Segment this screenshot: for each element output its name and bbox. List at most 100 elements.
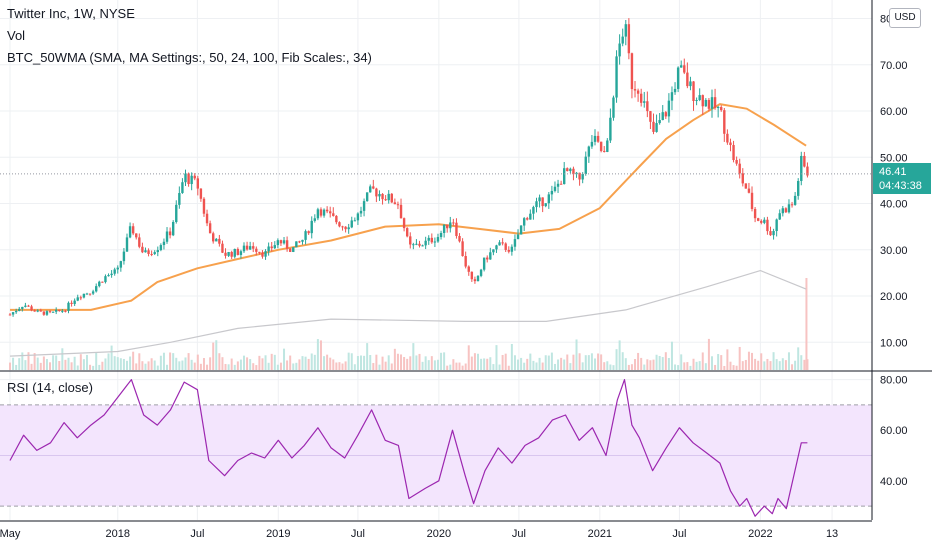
candle-body[interactable] — [612, 97, 615, 118]
candle-body[interactable] — [353, 220, 357, 222]
candle-body[interactable] — [458, 235, 461, 242]
candle-body[interactable] — [713, 97, 717, 108]
candle-body[interactable] — [439, 232, 443, 238]
candle-body[interactable] — [566, 168, 569, 172]
candle-body[interactable] — [726, 133, 729, 143]
candle-body[interactable] — [735, 160, 738, 164]
candle-body[interactable] — [766, 219, 769, 232]
candle-body[interactable] — [116, 267, 119, 270]
candle-body[interactable] — [359, 210, 363, 214]
candle-body[interactable] — [168, 231, 172, 236]
candle-body[interactable] — [61, 310, 64, 312]
candle-body[interactable] — [621, 36, 624, 44]
candle-body[interactable] — [593, 135, 597, 142]
candle-body[interactable] — [670, 92, 674, 101]
candle-body[interactable] — [144, 250, 147, 253]
candle-body[interactable] — [430, 237, 434, 243]
candle-body[interactable] — [486, 257, 489, 260]
candle-body[interactable] — [119, 261, 123, 268]
candle-body[interactable] — [467, 266, 470, 272]
candle-body[interactable] — [723, 110, 726, 134]
candle-body[interactable] — [806, 166, 809, 176]
candle-body[interactable] — [507, 249, 510, 252]
candle-body[interactable] — [676, 67, 680, 89]
candle-body[interactable] — [375, 188, 378, 197]
candle-body[interactable] — [698, 95, 701, 101]
candle-body[interactable] — [704, 99, 708, 107]
candle-body[interactable] — [563, 168, 566, 185]
candle-body[interactable] — [267, 246, 270, 252]
candle-body[interactable] — [803, 155, 806, 167]
candle-body[interactable] — [526, 218, 529, 220]
candle-body[interactable] — [162, 241, 166, 246]
candle-body[interactable] — [643, 101, 646, 103]
candle-body[interactable] — [756, 218, 760, 221]
candle-body[interactable] — [658, 120, 661, 124]
candle-body[interactable] — [584, 156, 587, 174]
candle-body[interactable] — [242, 245, 246, 252]
candle-body[interactable] — [452, 222, 455, 224]
candle-body[interactable] — [433, 241, 437, 243]
candle-body[interactable] — [187, 173, 190, 185]
candle-body[interactable] — [261, 252, 264, 257]
candle-body[interactable] — [8, 314, 12, 316]
candle-body[interactable] — [772, 231, 775, 236]
candle-body[interactable] — [107, 275, 110, 277]
candle-body[interactable] — [473, 279, 477, 282]
candle-body[interactable] — [369, 186, 372, 193]
candle-body[interactable] — [781, 208, 785, 214]
candle-body[interactable] — [138, 237, 141, 247]
candle-body[interactable] — [673, 88, 677, 93]
candle-body[interactable] — [316, 209, 320, 219]
candle-body[interactable] — [578, 172, 581, 180]
candle-body[interactable] — [763, 219, 766, 223]
candle-body[interactable] — [421, 245, 424, 247]
candle-body[interactable] — [516, 234, 520, 240]
candle-body[interactable] — [680, 65, 683, 68]
candle-body[interactable] — [793, 195, 797, 205]
candle-body[interactable] — [427, 237, 430, 241]
candle-body[interactable] — [784, 208, 788, 213]
candle-body[interactable] — [498, 242, 501, 246]
candle-body[interactable] — [532, 207, 535, 214]
candle-body[interactable] — [800, 155, 803, 181]
currency-button[interactable]: USD — [889, 8, 921, 28]
candle-body[interactable] — [541, 197, 544, 207]
candle-body[interactable] — [79, 297, 83, 299]
candle-body[interactable] — [553, 186, 557, 191]
candle-body[interactable] — [193, 175, 196, 179]
candle-body[interactable] — [615, 56, 618, 98]
candle-body[interactable] — [778, 213, 781, 220]
candle-body[interactable] — [88, 293, 92, 295]
candle-body[interactable] — [301, 239, 304, 242]
candle-body[interactable] — [396, 204, 400, 206]
candle-body[interactable] — [153, 252, 156, 254]
candle-body[interactable] — [91, 291, 95, 294]
candle-body[interactable] — [252, 246, 255, 249]
candle-body[interactable] — [581, 173, 584, 180]
candle-body[interactable] — [689, 81, 692, 87]
candle-body[interactable] — [627, 24, 631, 54]
candle-body[interactable] — [54, 309, 58, 312]
candle-body[interactable] — [156, 250, 159, 253]
candle-body[interactable] — [606, 140, 609, 152]
candle-body[interactable] — [104, 276, 107, 283]
candle-body[interactable] — [544, 203, 547, 207]
candle-body[interactable] — [624, 24, 627, 37]
candle-body[interactable] — [590, 141, 594, 147]
candle-body[interactable] — [295, 241, 298, 248]
candle-body[interactable] — [215, 238, 218, 242]
candles[interactable] — [8, 18, 809, 317]
candle-body[interactable] — [310, 220, 313, 234]
candle-body[interactable] — [329, 211, 332, 214]
candle-body[interactable] — [636, 90, 640, 94]
candle-body[interactable] — [141, 246, 144, 253]
candle-body[interactable] — [720, 107, 723, 111]
candle-body[interactable] — [415, 243, 418, 245]
candle-body[interactable] — [424, 240, 427, 246]
candle-body[interactable] — [744, 183, 748, 189]
candle-body[interactable] — [603, 150, 606, 152]
candle-body[interactable] — [18, 308, 21, 311]
candle-body[interactable] — [569, 168, 572, 172]
candle-body[interactable] — [399, 204, 403, 219]
